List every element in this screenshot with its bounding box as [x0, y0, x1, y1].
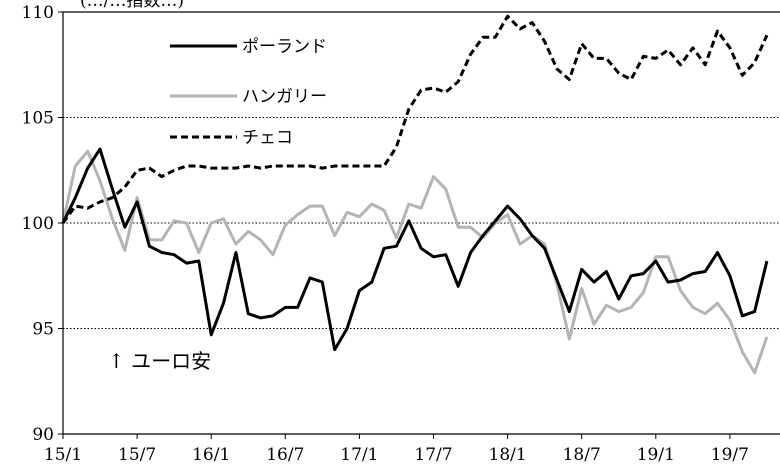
- axes: [58, 11, 780, 439]
- partial-top-text: (…/…指数…): [80, 0, 184, 11]
- y-tick-label: 90: [32, 425, 54, 445]
- x-tick-label: 18/1: [489, 445, 527, 465]
- x-tick-label: 19/1: [637, 445, 675, 465]
- y-tick-label: 110: [22, 3, 54, 23]
- legend-label: ハンガリー: [242, 87, 327, 107]
- annotation-euro-weak: ↑ ユーロ安: [108, 349, 211, 373]
- x-tick-label: 19/7: [711, 445, 749, 465]
- y-tick-label: 95: [32, 320, 54, 340]
- series-lines: [61, 14, 769, 375]
- series-line-2: [61, 14, 769, 224]
- x-tick-label: 17/7: [414, 445, 452, 465]
- x-tick-label: 18/7: [563, 445, 601, 465]
- y-tick-label: 105: [22, 109, 54, 129]
- x-tick-label: 16/7: [266, 445, 304, 465]
- x-tick-label: 17/1: [340, 445, 378, 465]
- series-line-0: [61, 147, 769, 352]
- series-line-1: [61, 149, 769, 375]
- tick-labels: 90 95 100 105 110 15/1 15/7 16/1 16/7 17/1 17/7 18/…: [22, 3, 749, 465]
- x-tick-label: 15/7: [118, 445, 156, 465]
- y-tick-label: 100: [22, 214, 54, 234]
- x-tick-label: 15/1: [44, 445, 82, 465]
- legend-label: チェコ: [242, 128, 293, 148]
- gridlines: [63, 117, 780, 329]
- legend-label: ポーランド: [242, 37, 327, 57]
- x-tick-label: 16/1: [192, 445, 230, 465]
